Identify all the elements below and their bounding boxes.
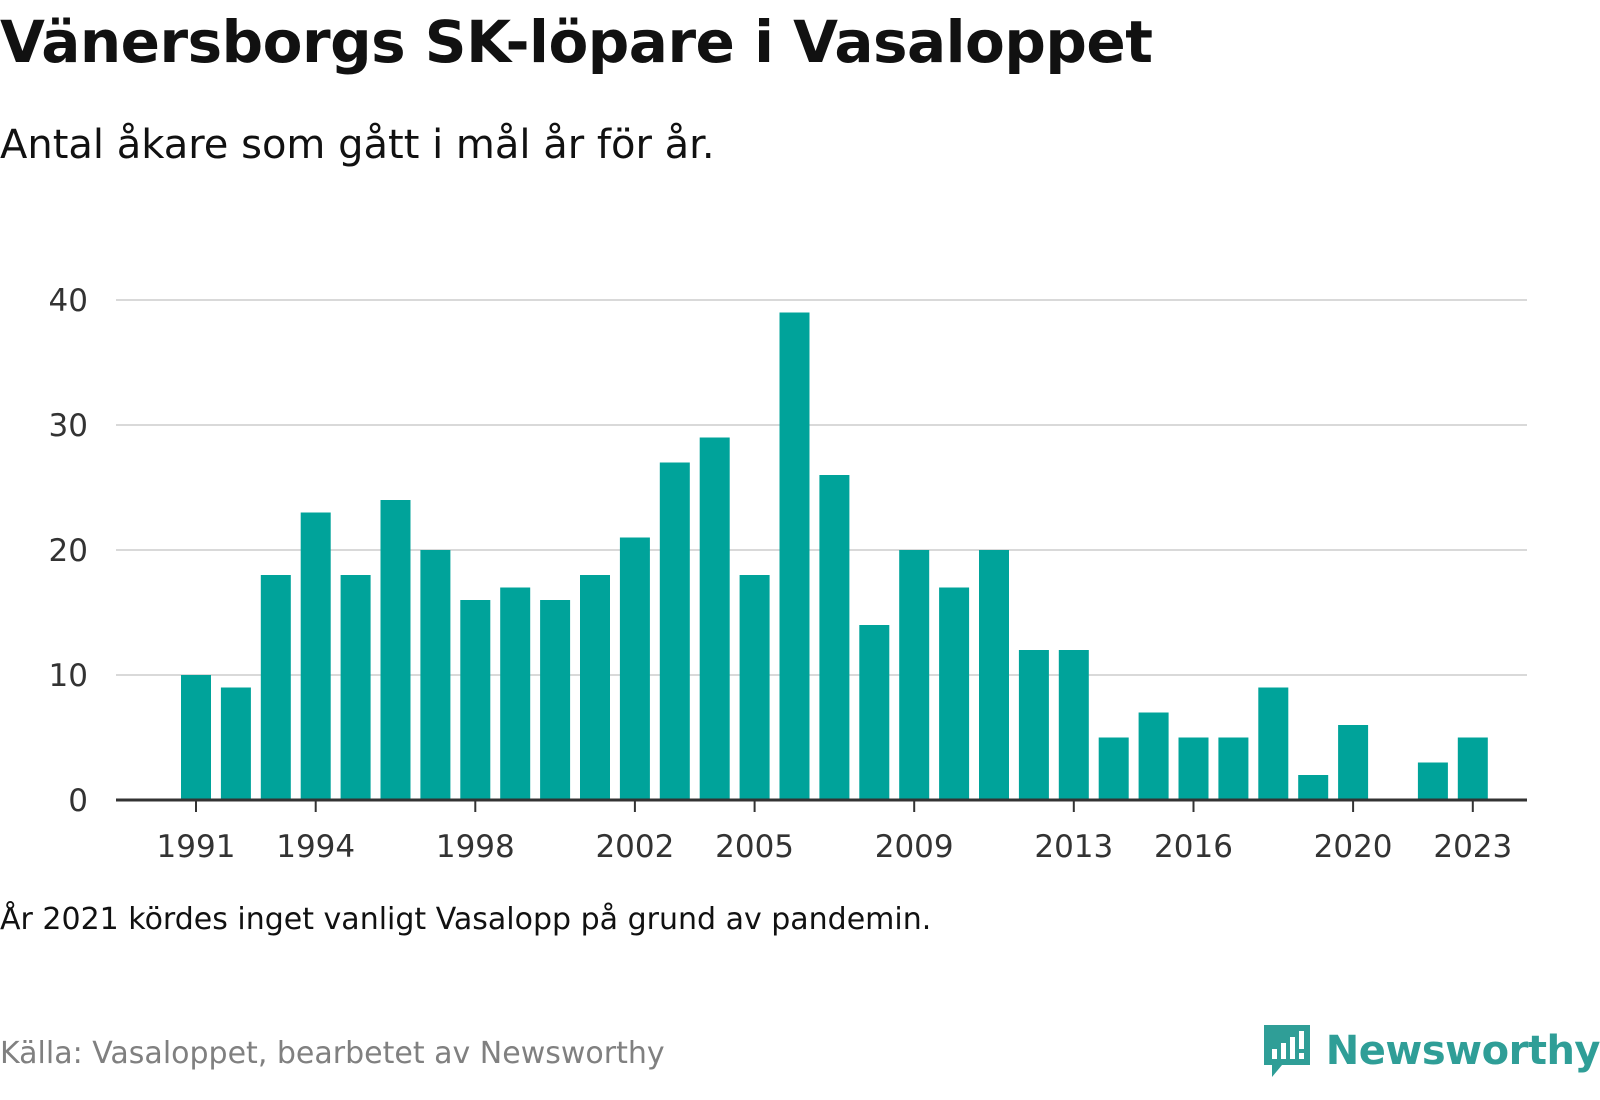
bar-2022 bbox=[1417, 762, 1448, 800]
bar-2012 bbox=[1018, 650, 1049, 800]
bar-2006 bbox=[779, 312, 810, 800]
bar-2017 bbox=[1218, 737, 1249, 800]
x-tick-label-2002: 2002 bbox=[595, 829, 674, 865]
brand-logo[interactable]: Newsworthy bbox=[1260, 1018, 1600, 1084]
x-tick-label-2020: 2020 bbox=[1314, 829, 1393, 865]
x-tick-label-2023: 2023 bbox=[1433, 829, 1512, 865]
bar-2009 bbox=[899, 550, 930, 800]
chart-subtitle: Antal åkare som gått i mål år för år. bbox=[0, 122, 715, 168]
source-credit: Källa: Vasaloppet, bearbetet av Newswort… bbox=[0, 1036, 665, 1071]
bar-1994 bbox=[300, 512, 331, 800]
y-tick-label-10: 10 bbox=[49, 658, 88, 694]
bar-2020 bbox=[1338, 725, 1369, 800]
bar-2002 bbox=[619, 537, 650, 800]
bar-1991 bbox=[181, 675, 211, 800]
bar-1993 bbox=[260, 575, 291, 800]
chart-title: Vänersborgs SK-löpare i Vasaloppet bbox=[0, 8, 1153, 76]
y-axis-ticks: 0 10 20 30 40 bbox=[49, 283, 88, 819]
x-tick-label-2009: 2009 bbox=[875, 829, 954, 865]
x-tick-label-1998: 1998 bbox=[436, 829, 515, 865]
bar-1999 bbox=[500, 587, 531, 800]
bar-2023 bbox=[1457, 737, 1488, 800]
bar-2001 bbox=[580, 575, 610, 800]
bar-2004 bbox=[699, 437, 730, 800]
bars bbox=[181, 312, 1488, 800]
x-tick-label-1994: 1994 bbox=[276, 829, 355, 865]
y-tick-label-0: 0 bbox=[68, 783, 88, 819]
chart-footnote: År 2021 kördes inget vanligt Vasalopp på… bbox=[0, 902, 932, 937]
bar-2019 bbox=[1298, 775, 1329, 800]
bar-2005 bbox=[739, 575, 770, 800]
y-tick-label-20: 20 bbox=[49, 533, 88, 569]
x-tick-label-2013: 2013 bbox=[1034, 829, 1113, 865]
brand-name: Newsworthy bbox=[1325, 1028, 1600, 1074]
y-tick-label-40: 40 bbox=[49, 283, 88, 319]
y-tick-label-30: 30 bbox=[49, 408, 88, 444]
bar-2003 bbox=[659, 462, 690, 800]
bar-2007 bbox=[819, 475, 850, 800]
bar-2000 bbox=[540, 600, 571, 800]
bar-1996 bbox=[380, 500, 411, 800]
x-tick-label-2016: 2016 bbox=[1154, 829, 1233, 865]
bar-2011 bbox=[979, 550, 1009, 800]
x-tick-label-1991: 1991 bbox=[157, 829, 236, 865]
bar-1998 bbox=[460, 600, 491, 800]
bar-1995 bbox=[340, 575, 371, 800]
bar-2015 bbox=[1138, 712, 1169, 800]
bar-2016 bbox=[1178, 737, 1209, 800]
bar-2008 bbox=[859, 625, 890, 800]
newsworthy-logo-icon bbox=[1263, 1025, 1310, 1077]
x-axis-ticks: 1991 1994 1998 2002 2005 2009 2013 2016 2020 2023 bbox=[157, 800, 1512, 865]
bar-2014 bbox=[1098, 737, 1129, 800]
bar-2010 bbox=[939, 587, 970, 800]
bar-2013 bbox=[1058, 650, 1089, 800]
x-tick-label-2005: 2005 bbox=[715, 829, 794, 865]
bar-1997 bbox=[420, 550, 451, 800]
bar-chart: 0 10 20 30 40 1991 1994 1998 2002 2005 2009 2013 20… bbox=[49, 283, 1527, 865]
bar-1992 bbox=[220, 687, 251, 800]
bar-2018 bbox=[1258, 687, 1289, 800]
